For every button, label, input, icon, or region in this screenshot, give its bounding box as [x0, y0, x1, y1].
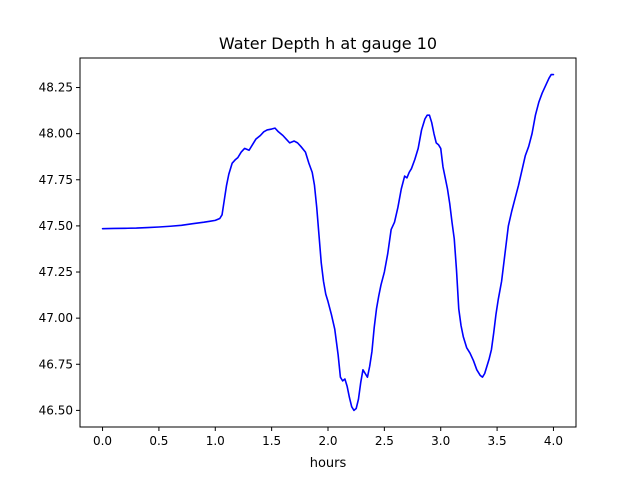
x-tick-label: 3.5: [488, 434, 507, 448]
x-tick-label: 0.0: [93, 434, 112, 448]
plot-area-frame: [79, 57, 577, 428]
y-tick-label: 46.75: [39, 357, 73, 371]
axis-ticks: 0.0 0.5 1.0 1.5 2.0 2.5 3.0 3.5 4.0 46.50 46.75 47.…: [39, 81, 563, 448]
y-tick-label: 47.50: [39, 219, 73, 233]
y-tick-label: 46.50: [39, 403, 73, 417]
y-tick-label: 47.25: [39, 265, 73, 279]
series-line: [101, 73, 555, 412]
x-tick-label: 1.5: [262, 434, 281, 448]
x-tick-label: 2.5: [375, 434, 394, 448]
chart-title: Water Depth h at gauge 10: [219, 34, 437, 53]
x-tick-label: 1.0: [206, 434, 225, 448]
x-tick-label: 0.5: [149, 434, 168, 448]
x-axis-label: hours: [310, 456, 347, 471]
y-tick-label: 47.00: [39, 311, 73, 325]
y-tick-label: 48.00: [39, 127, 73, 141]
x-tick-label: 2.0: [318, 434, 337, 448]
y-tick-label: 47.75: [39, 173, 73, 187]
x-tick-label: 3.0: [431, 434, 450, 448]
series-layer: [101, 73, 555, 412]
x-tick-label: 4.0: [544, 434, 563, 448]
y-tick-label: 48.25: [39, 81, 73, 95]
